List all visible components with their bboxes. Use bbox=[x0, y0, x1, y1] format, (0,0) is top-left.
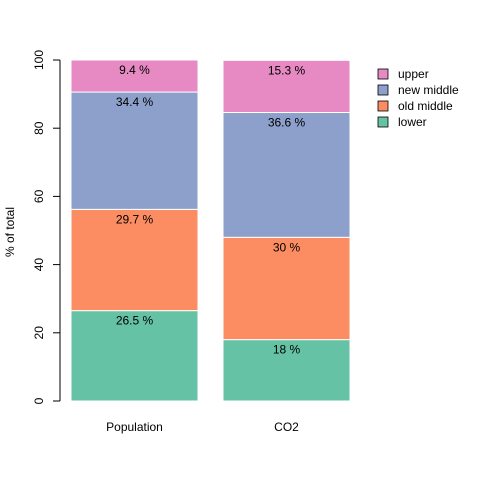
y-tick-label: 0 bbox=[32, 397, 46, 404]
y-axis: 0 20 40 60 80 100 bbox=[32, 50, 61, 404]
bar-value-label: 34.4 % bbox=[116, 95, 154, 109]
bar-segment bbox=[222, 112, 351, 238]
bar-segment bbox=[70, 59, 199, 93]
legend-label: new middle bbox=[398, 83, 459, 97]
bar-value-label: 9.4 % bbox=[119, 63, 150, 77]
bar-segment bbox=[70, 91, 199, 210]
legend-swatch bbox=[377, 116, 389, 128]
bar-segment bbox=[222, 339, 351, 402]
bar-segment bbox=[70, 310, 199, 402]
y-tick-label: 60 bbox=[32, 189, 46, 203]
bar-segment bbox=[70, 208, 199, 312]
legend-swatch bbox=[377, 100, 389, 112]
legend-label: upper bbox=[398, 67, 429, 81]
bar-segment bbox=[222, 236, 351, 341]
legend-swatch bbox=[377, 84, 389, 96]
x-tick-label: CO2 bbox=[274, 420, 299, 434]
bar-value-label: 29.7 % bbox=[116, 212, 154, 226]
x-tick-label: Population bbox=[106, 420, 163, 434]
bar-value-label: 26.5 % bbox=[116, 314, 154, 328]
y-axis-label: % of total bbox=[3, 207, 17, 257]
bars bbox=[70, 59, 351, 402]
bar-value-label: 30 % bbox=[273, 240, 301, 254]
legend-label: old middle bbox=[398, 99, 453, 113]
bar-value-labels: 26.5 % 29.7 % 34.4 % 9.4 % 18 % 30 % 36.6 % 15.… bbox=[116, 63, 306, 357]
legend-label: lower bbox=[398, 115, 427, 129]
y-tick-label: 20 bbox=[32, 326, 46, 340]
bar-value-label: 15.3 % bbox=[268, 63, 306, 77]
legend-swatch bbox=[377, 68, 389, 80]
bar-value-label: 18 % bbox=[273, 343, 301, 357]
bar-value-label: 36.6 % bbox=[268, 116, 306, 130]
y-tick-label: 80 bbox=[32, 121, 46, 135]
legend: upper new middle old middle lower bbox=[377, 67, 459, 129]
y-tick-label: 100 bbox=[32, 50, 46, 70]
bar-segment bbox=[222, 59, 351, 114]
y-tick-label: 40 bbox=[32, 258, 46, 272]
x-axis-labels: Population CO2 bbox=[106, 420, 299, 434]
